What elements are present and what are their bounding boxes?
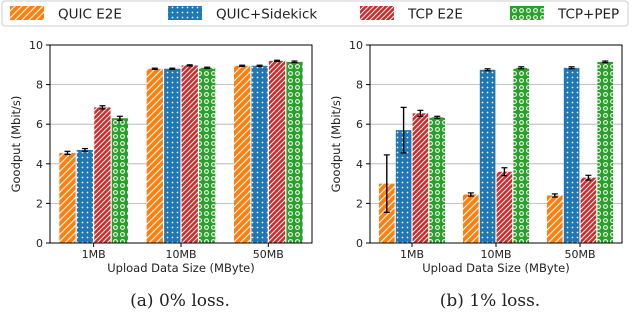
- y-axis-title: Goodput (Mbit/s): [329, 96, 343, 193]
- bar-0-1: [146, 68, 163, 243]
- bar-1-0: [395, 130, 412, 243]
- bar-2-0: [94, 107, 111, 244]
- legend-swatch-tcp-pep: [510, 6, 544, 20]
- bar-2-1: [496, 171, 513, 243]
- bar-0-2: [234, 65, 251, 243]
- y-tick-label-5: 10: [29, 39, 43, 52]
- legend-label-tcp-pep: TCP+PEP: [557, 7, 619, 23]
- bar-3-2: [597, 61, 613, 243]
- y-tick-label-1: 2: [36, 197, 43, 210]
- caption: (a) 0% loss.: [130, 291, 230, 311]
- bar-2-1: [181, 65, 198, 243]
- bar-3-0: [111, 118, 128, 243]
- legend-label-tcp-e2e: TCP E2E: [407, 7, 463, 23]
- y-tick-label-2: 4: [356, 158, 363, 171]
- y-tick-label-4: 8: [356, 79, 363, 92]
- bar-2-0: [412, 113, 429, 243]
- legend: QUIC E2E QUIC+Sidekick TCP E2E TCP+PEP: [1, 0, 629, 27]
- x-axis-title: Upload Data Size (MByte): [107, 261, 255, 275]
- legend-swatch-tcp-e2e: [360, 6, 394, 20]
- y-tick-label-5: 10: [349, 39, 363, 52]
- bar-3-1: [199, 67, 216, 244]
- bar-2-2: [580, 177, 597, 243]
- legend-label-quic-e2e: QUIC E2E: [58, 7, 122, 23]
- y-tick-label-3: 6: [36, 118, 43, 131]
- bar-3-2: [286, 61, 303, 243]
- legend-label-quic-sidekick: QUIC+Sidekick: [216, 7, 317, 23]
- x-tick-label-0: 1MB: [82, 248, 106, 261]
- y-axis-title: Goodput (Mbit/s): [9, 96, 23, 193]
- bar-0-1: [463, 194, 479, 243]
- bar-2-2: [268, 60, 286, 244]
- caption: (b) 1% loss.: [440, 291, 540, 311]
- bar-0-2: [547, 195, 563, 243]
- x-axis-title: Upload Data Size (MByte): [422, 261, 570, 275]
- y-tick-label-2: 4: [36, 158, 43, 171]
- x-tick-label-1: 10MB: [165, 248, 196, 261]
- x-tick-label-0: 1MB: [400, 248, 424, 261]
- x-tick-label-1: 10MB: [480, 248, 511, 261]
- y-tick-label-0: 0: [36, 237, 43, 250]
- bar-1-2: [563, 67, 580, 244]
- bar-1-0: [76, 149, 94, 243]
- bar-3-1: [513, 67, 529, 244]
- x-tick-label-2: 50MB: [564, 248, 595, 261]
- legend-swatch-quic-sidekick: [168, 6, 202, 20]
- y-tick-label-0: 0: [356, 237, 363, 250]
- bar-0-0: [59, 152, 76, 243]
- legend-swatch-quic-e2e: [10, 6, 44, 20]
- legend-frame: [1, 0, 629, 27]
- y-tick-label-1: 2: [356, 197, 363, 210]
- y-tick-label-3: 6: [356, 118, 363, 131]
- x-tick-label-2: 50MB: [253, 248, 284, 261]
- bar-1-1: [479, 69, 496, 243]
- y-tick-label-4: 8: [36, 79, 43, 92]
- bar-1-2: [251, 65, 268, 243]
- bar-3-0: [429, 117, 445, 243]
- bar-1-1: [164, 68, 181, 243]
- bar-0-0: [379, 183, 395, 243]
